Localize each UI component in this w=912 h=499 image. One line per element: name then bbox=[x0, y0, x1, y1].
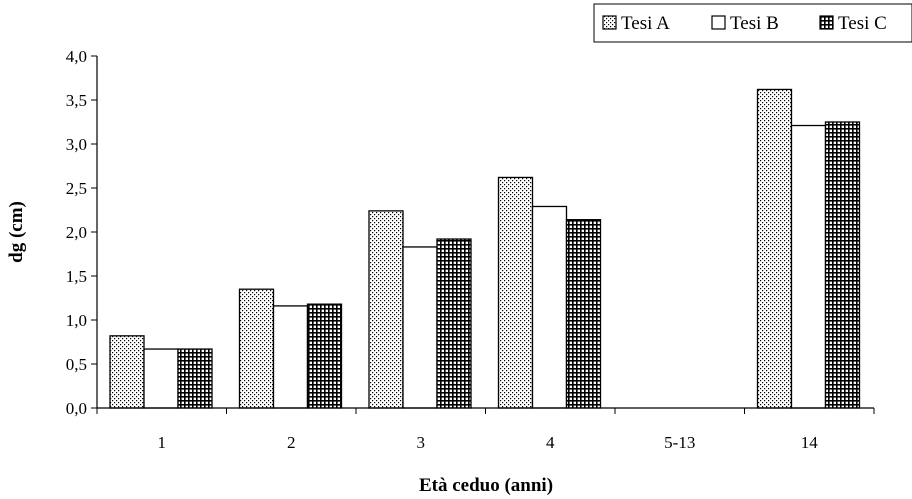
bar-tesi-c-1 bbox=[177, 348, 213, 409]
y-tick-label: 4,0 bbox=[66, 47, 87, 66]
y-tick-label: 2,5 bbox=[66, 179, 87, 198]
bar-tesi-b-4 bbox=[531, 205, 568, 409]
bar-tesi-a-14 bbox=[756, 88, 793, 409]
bar-tesi-a-3 bbox=[368, 210, 404, 409]
bar-tesi-a-1 bbox=[109, 335, 145, 409]
bar-tesi-b-3 bbox=[402, 246, 438, 409]
y-tick-label: 0,0 bbox=[66, 399, 87, 418]
x-tick-label: 4 bbox=[546, 433, 555, 452]
legend-label-tesi-a: Tesi A bbox=[621, 13, 670, 34]
bar-tesi-c-4 bbox=[565, 219, 602, 409]
bar-tesi-b-14 bbox=[790, 124, 827, 409]
legend-swatch-tesi-a bbox=[602, 15, 617, 30]
bar-tesi-a-2 bbox=[238, 288, 275, 409]
y-tick-label: 3,0 bbox=[66, 135, 87, 154]
y-tick-label: 1,5 bbox=[66, 267, 87, 286]
legend-label-tesi-b: Tesi B bbox=[730, 13, 779, 34]
y-axis-title: dg (cm) bbox=[6, 201, 27, 263]
bar-tesi-b-2 bbox=[272, 305, 309, 409]
bar-tesi-c-2 bbox=[306, 303, 343, 409]
legend-label-tesi-c: Tesi C bbox=[838, 13, 887, 34]
bar-tesi-c-3 bbox=[436, 238, 472, 409]
bar-tesi-c-14 bbox=[824, 121, 861, 409]
x-axis-title: Età ceduo (anni) bbox=[419, 475, 553, 496]
x-tick-label: 3 bbox=[417, 433, 426, 452]
bar-tesi-a-4 bbox=[497, 176, 534, 409]
y-tick-label: 0,5 bbox=[66, 355, 87, 374]
bar-tesi-b-1 bbox=[143, 348, 179, 409]
x-tick-label: 5-13 bbox=[664, 433, 695, 452]
legend-box bbox=[593, 3, 912, 43]
y-tick-label: 3,5 bbox=[66, 91, 87, 110]
bars-layer bbox=[109, 88, 861, 409]
x-axis-ticks: 1 2 3 4 5-13 14 bbox=[96, 408, 875, 452]
legend-swatch-tesi-b bbox=[711, 15, 726, 30]
x-tick-label: 1 bbox=[158, 433, 167, 452]
x-tick-label: 2 bbox=[287, 433, 296, 452]
y-tick-label: 2,0 bbox=[66, 223, 87, 242]
x-tick-label: 14 bbox=[801, 433, 819, 452]
y-tick-label: 1,0 bbox=[66, 311, 87, 330]
legend-swatch-tesi-c bbox=[819, 15, 834, 30]
y-axis-ticks: 0,0 0,5 1,0 1,5 2,0 2,5 3,0 3,5 4,0 bbox=[66, 47, 97, 418]
legend: Tesi A Tesi B Tesi C bbox=[593, 3, 912, 43]
